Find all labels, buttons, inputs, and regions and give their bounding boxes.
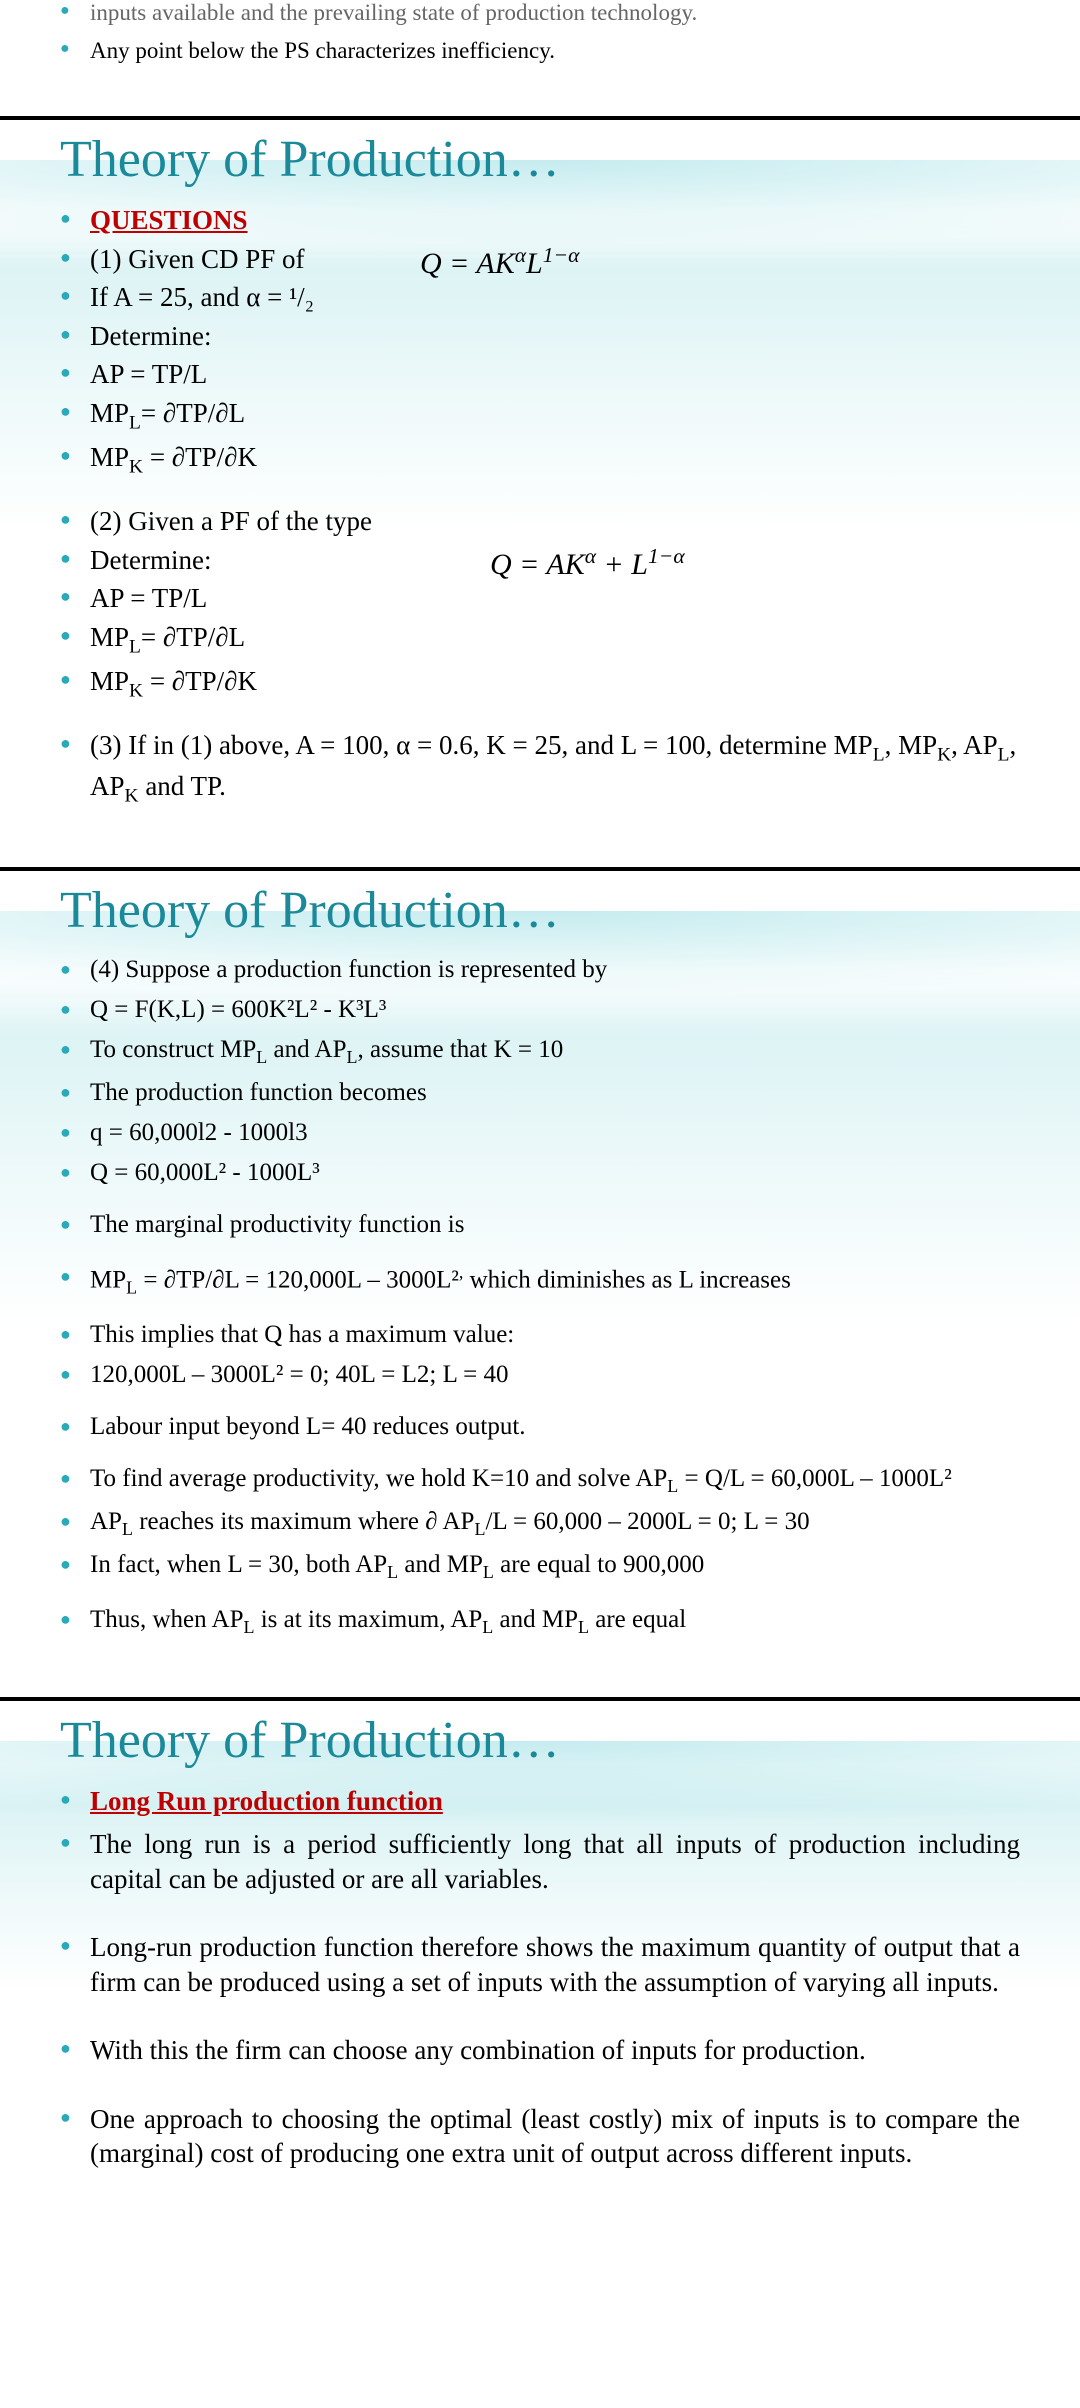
bullet-list: (4) Suppose a production function is rep… <box>60 954 1020 1189</box>
s2-l1: (4) Suppose a production function is rep… <box>60 954 1020 986</box>
q1-line: (1) Given CD PF of Q = AKαL1−α <box>60 242 1020 277</box>
long-run-heading: Long Run production function <box>60 1784 1020 1819</box>
top-fragment: inputs available and the prevailing stat… <box>0 0 1080 116</box>
q2-equation: Q = AKα + L1−α <box>490 543 685 584</box>
frag-line-2: Any point below the PS characterizes ine… <box>60 38 1020 64</box>
slide-questions: Theory of Production… QUESTIONS (1) Give… <box>0 116 1080 867</box>
bullet-list-e: Labour input beyond L= 40 reduces output… <box>60 1411 1020 1443</box>
slide-example-4: Theory of Production… (4) Suppose a prod… <box>0 867 1080 1698</box>
bullet-list-f: To find average productivity, we hold K=… <box>60 1463 1020 1584</box>
mpk-line: MPK = ∂TP/∂K <box>60 440 1020 480</box>
long-run-label: Long Run production function <box>90 1786 443 1816</box>
q1-text: (1) Given CD PF of <box>90 244 305 274</box>
s2-l11: Labour input beyond L= 40 reduces output… <box>60 1411 1020 1443</box>
s2-l7: The marginal productivity function is <box>60 1209 1020 1241</box>
bullet-list-c: MPL = ∂TP/∂L = 120,000L – 3000L², which … <box>60 1261 1020 1299</box>
s2-l10: 120,000L – 3000L² = 0; 40L = L2; L = 40 <box>60 1359 1020 1391</box>
mpk-line-2: MPK = ∂TP/∂K <box>60 664 1020 704</box>
frag-line-1: inputs available and the prevailing stat… <box>60 0 1020 26</box>
bullet-list-4: One approach to choosing the optimal (le… <box>60 2102 1020 2171</box>
s2-l3: To construct MPL and APL, assume that K … <box>60 1034 1020 1069</box>
bullet-list: QUESTIONS (1) Given CD PF of Q = AKαL1−α… <box>60 203 1020 480</box>
bullet-list-3: With this the firm can choose any combin… <box>60 2033 1020 2068</box>
q3-line: (3) If in (1) above, A = 100, α = 0.6, K… <box>60 728 1020 809</box>
s2-l12: To find average productivity, we hold K=… <box>60 1463 1020 1498</box>
mpl-line: MPL= ∂TP/∂L <box>60 396 1020 436</box>
s2-l5: q = 60,000l2 - 1000l3 <box>60 1117 1020 1149</box>
s3-p4: One approach to choosing the optimal (le… <box>60 2102 1020 2171</box>
questions-label: QUESTIONS <box>90 205 248 235</box>
s2-l9: This implies that Q has a maximum value: <box>60 1319 1020 1351</box>
slide-long-run: Theory of Production… Long Run productio… <box>0 1697 1080 2228</box>
bullet-list-g: Thus, when APL is at its maximum, APL an… <box>60 1604 1020 1639</box>
ap-line: AP = TP/L <box>60 357 1020 392</box>
s3-p2: Long-run production function therefore s… <box>60 1930 1020 1999</box>
s2-l4: The production function becomes <box>60 1077 1020 1109</box>
s2-l8: MPL = ∂TP/∂L = 120,000L – 3000L², which … <box>60 1261 1020 1299</box>
s3-p1: The long run is a period sufficiently lo… <box>60 1827 1020 1896</box>
q2-line: (2) Given a PF of the type <box>60 504 1020 539</box>
q2-text: (2) Given a PF of the type <box>90 506 372 536</box>
bullet-list-3: (3) If in (1) above, A = 100, α = 0.6, K… <box>60 728 1020 809</box>
mpl-line-2: MPL= ∂TP/∂L <box>60 620 1020 660</box>
ap-line-2: AP = TP/L <box>60 581 1020 616</box>
if-a-line: If A = 25, and α = ¹/₂ <box>60 280 1020 315</box>
s2-l15: Thus, when APL is at its maximum, APL an… <box>60 1604 1020 1639</box>
bullet-list-b: The marginal productivity function is <box>60 1209 1020 1241</box>
s2-l13: APL reaches its maximum where ∂ APL/L = … <box>60 1506 1020 1541</box>
slide-title: Theory of Production… <box>60 881 1020 940</box>
determine-line-2: Determine: Q = AKα + L1−α <box>60 543 1020 578</box>
bullet-list-2: (2) Given a PF of the type Determine: Q … <box>60 504 1020 704</box>
bullet-list: Long Run production function The long ru… <box>60 1784 1020 1896</box>
determine-line: Determine: <box>60 319 1020 354</box>
s2-l6: Q = 60,000L² - 1000L³ <box>60 1157 1020 1189</box>
slide-title: Theory of Production… <box>60 130 1020 189</box>
s2-l2: Q = F(K,L) = 600K²L² - K³L³ <box>60 994 1020 1026</box>
slide-title: Theory of Production… <box>60 1711 1020 1770</box>
s2-l14: In fact, when L = 30, both APL and MPL a… <box>60 1549 1020 1584</box>
bullet-list-2: Long-run production function therefore s… <box>60 1930 1020 1999</box>
s3-p3: With this the firm can choose any combin… <box>60 2033 1020 2068</box>
q1-equation: Q = AKαL1−α <box>420 242 579 283</box>
bullet-list-d: This implies that Q has a maximum value:… <box>60 1319 1020 1391</box>
questions-heading: QUESTIONS <box>60 203 1020 238</box>
